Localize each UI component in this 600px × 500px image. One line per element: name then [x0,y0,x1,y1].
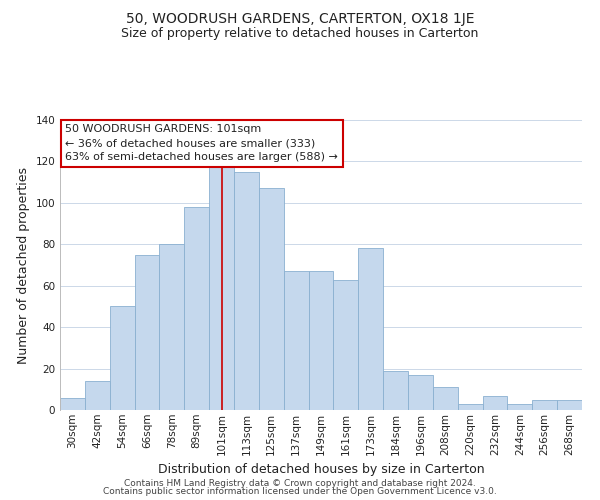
Text: Size of property relative to detached houses in Carterton: Size of property relative to detached ho… [121,28,479,40]
Bar [482,396,508,410]
Bar [557,400,582,410]
Text: 50 WOODRUSH GARDENS: 101sqm
← 36% of detached houses are smaller (333)
63% of se: 50 WOODRUSH GARDENS: 101sqm ← 36% of det… [65,124,338,162]
Bar [284,271,308,410]
Text: Contains HM Land Registry data © Crown copyright and database right 2024.: Contains HM Land Registry data © Crown c… [124,478,476,488]
Bar [234,172,259,410]
Bar [259,188,284,410]
Bar [458,404,482,410]
Bar [408,375,433,410]
Bar [532,400,557,410]
Bar [184,207,209,410]
X-axis label: Distribution of detached houses by size in Carterton: Distribution of detached houses by size … [158,463,484,476]
Y-axis label: Number of detached properties: Number of detached properties [17,166,30,364]
Bar [358,248,383,410]
Bar [334,280,358,410]
Bar [383,370,408,410]
Text: 50, WOODRUSH GARDENS, CARTERTON, OX18 1JE: 50, WOODRUSH GARDENS, CARTERTON, OX18 1J… [126,12,474,26]
Bar [85,381,110,410]
Text: Contains public sector information licensed under the Open Government Licence v3: Contains public sector information licen… [103,487,497,496]
Bar [508,404,532,410]
Bar [308,271,334,410]
Bar [160,244,184,410]
Bar [433,387,458,410]
Bar [110,306,134,410]
Bar [60,398,85,410]
Bar [134,254,160,410]
Bar [209,166,234,410]
